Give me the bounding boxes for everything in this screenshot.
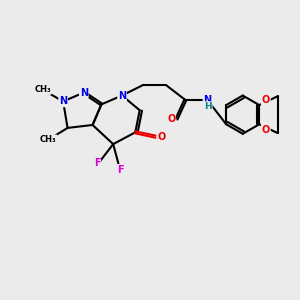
Text: N: N xyxy=(59,96,67,106)
Text: H: H xyxy=(204,102,212,111)
Text: O: O xyxy=(157,132,165,142)
Text: O: O xyxy=(167,114,175,124)
Text: N: N xyxy=(80,88,88,98)
Text: F: F xyxy=(94,158,100,168)
Text: CH₃: CH₃ xyxy=(34,85,51,94)
Text: O: O xyxy=(262,124,270,134)
Text: F: F xyxy=(117,165,124,175)
Text: CH₃: CH₃ xyxy=(40,135,57,144)
Text: N: N xyxy=(118,91,126,100)
Text: N: N xyxy=(203,95,211,105)
Text: O: O xyxy=(262,95,270,105)
